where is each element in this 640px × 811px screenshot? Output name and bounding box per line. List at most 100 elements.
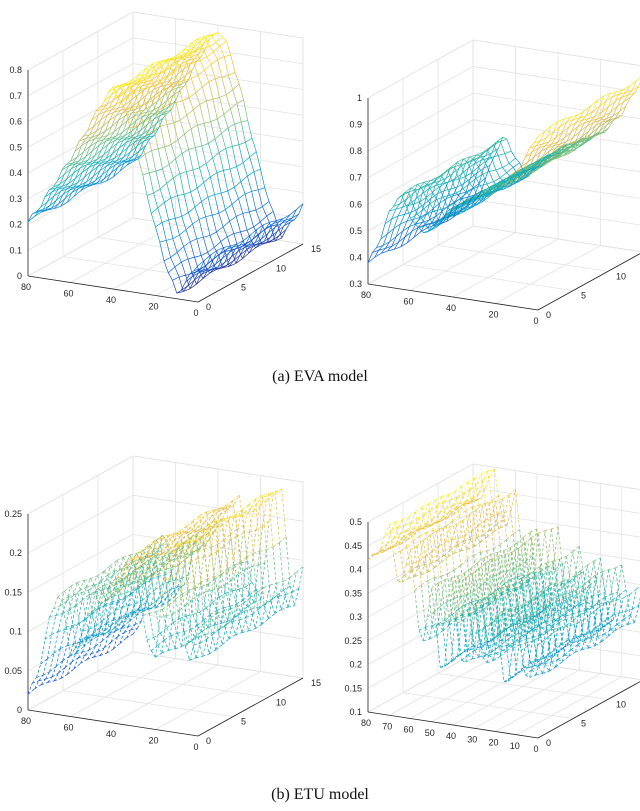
mesh-line xyxy=(445,526,451,543)
mesh-line xyxy=(89,125,95,135)
mesh-line xyxy=(163,257,171,262)
mesh-line xyxy=(547,145,554,149)
mesh-line xyxy=(204,70,210,83)
mesh-line xyxy=(113,110,121,113)
mesh-line xyxy=(77,651,83,659)
mesh-line xyxy=(44,617,50,640)
mesh-line xyxy=(498,614,504,648)
mesh-line xyxy=(217,630,223,645)
mesh-line xyxy=(500,634,508,641)
mesh-line xyxy=(237,239,245,245)
mesh-line xyxy=(588,122,594,131)
mesh-line xyxy=(101,580,106,605)
mesh-line xyxy=(606,111,611,119)
mesh-line xyxy=(584,637,591,641)
mesh-line xyxy=(425,534,431,557)
mesh-line xyxy=(455,596,461,621)
mesh-line xyxy=(485,562,491,602)
mesh-line xyxy=(74,141,80,152)
mesh-line xyxy=(225,148,231,169)
mesh-line xyxy=(200,56,207,61)
mesh-line xyxy=(201,145,207,164)
mesh-line xyxy=(499,539,507,546)
mesh-line xyxy=(535,659,541,676)
mesh-line xyxy=(463,168,469,184)
mesh-line xyxy=(91,180,96,185)
mesh-line xyxy=(421,188,429,195)
mesh-line xyxy=(175,646,182,650)
mesh-line xyxy=(243,597,251,604)
mesh-line xyxy=(482,195,487,203)
mesh-line xyxy=(473,188,479,199)
mesh-line xyxy=(615,564,622,569)
mesh-line xyxy=(560,153,566,157)
mesh-line xyxy=(385,241,390,249)
mesh-line xyxy=(221,75,229,78)
mesh-line xyxy=(116,131,124,137)
mesh-line xyxy=(454,550,462,554)
mesh-line xyxy=(111,581,119,584)
x-axis-line xyxy=(367,711,539,739)
mesh-line xyxy=(151,550,159,556)
mesh-line xyxy=(66,186,74,190)
mesh-line xyxy=(553,649,561,657)
mesh-line xyxy=(118,139,124,149)
mesh-line xyxy=(205,527,213,534)
mesh-line xyxy=(215,76,222,80)
mesh-line xyxy=(423,231,428,233)
mesh-line xyxy=(520,621,528,626)
mesh-line xyxy=(557,118,565,122)
mesh-line xyxy=(623,593,631,599)
mesh-line xyxy=(148,566,156,570)
mesh-line xyxy=(40,678,46,685)
mesh-line xyxy=(415,188,421,200)
mesh-line xyxy=(104,95,112,102)
mesh-line xyxy=(187,258,193,274)
mesh-line xyxy=(489,500,496,504)
mesh-line xyxy=(442,528,448,574)
mesh-line xyxy=(577,122,585,128)
x-tick-label: 80 xyxy=(21,282,31,292)
mesh-line xyxy=(393,223,401,229)
mesh-line xyxy=(190,238,197,243)
mesh-line xyxy=(64,656,70,668)
mesh-line xyxy=(203,176,211,183)
mesh-line xyxy=(142,594,150,601)
mesh-line xyxy=(612,91,618,97)
z-tick-label: 0.6 xyxy=(349,199,362,209)
mesh-line xyxy=(434,561,442,568)
mesh-line xyxy=(439,198,447,204)
mesh-line xyxy=(254,233,260,243)
mesh-line xyxy=(88,162,94,168)
mesh-line xyxy=(458,535,466,539)
mesh-line xyxy=(185,229,191,242)
mesh-line xyxy=(185,276,193,283)
mesh-line xyxy=(55,605,61,616)
mesh-line xyxy=(114,138,122,142)
mesh-line xyxy=(137,79,144,83)
mesh-line xyxy=(221,510,227,519)
mesh-line xyxy=(469,206,474,208)
mesh-line xyxy=(459,651,465,656)
mesh-line xyxy=(202,38,210,45)
mesh-line xyxy=(407,533,412,541)
mesh-line xyxy=(450,186,458,190)
mesh-line xyxy=(142,545,148,555)
mesh-line xyxy=(474,157,480,164)
mesh-line xyxy=(380,223,386,240)
mesh-line xyxy=(599,124,607,131)
mesh-line xyxy=(485,187,491,190)
mesh-line xyxy=(64,165,69,175)
mesh-line xyxy=(194,543,199,551)
mesh-line xyxy=(423,564,429,573)
mesh-line xyxy=(206,254,212,265)
mesh-line xyxy=(292,213,299,219)
mesh-line xyxy=(82,181,87,187)
mesh-line xyxy=(209,614,215,626)
mesh-line xyxy=(525,674,530,678)
mesh-line xyxy=(100,652,107,656)
mesh-line xyxy=(193,515,201,521)
mesh-line xyxy=(75,590,81,606)
mesh-line xyxy=(506,139,512,152)
mesh-line xyxy=(268,493,274,548)
